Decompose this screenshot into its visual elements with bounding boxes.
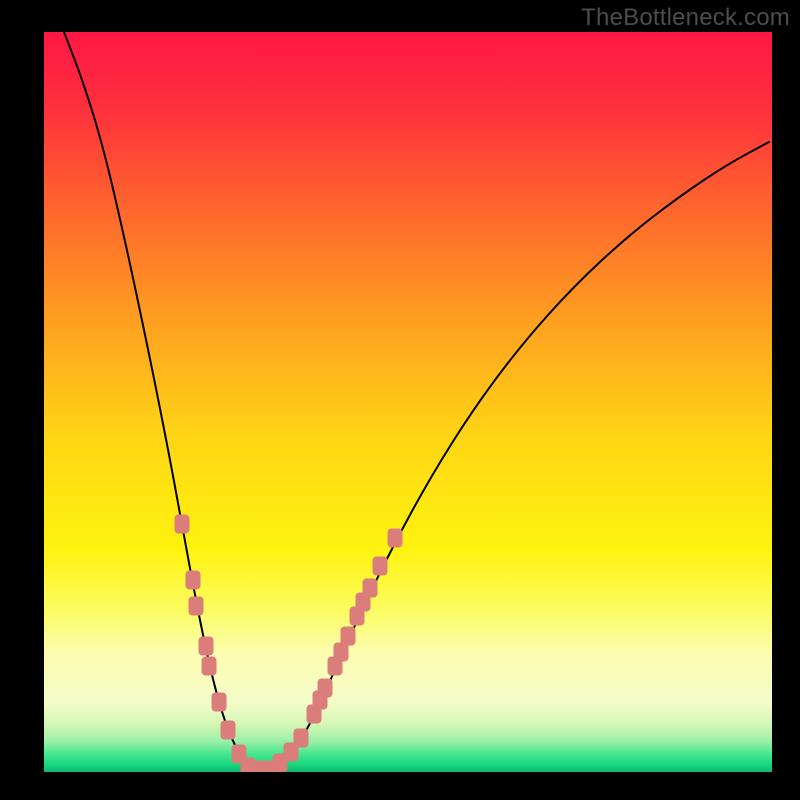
data-marker [175, 515, 190, 534]
data-marker [341, 627, 356, 646]
data-marker [189, 597, 204, 616]
data-marker [363, 579, 378, 598]
plot-svg [44, 32, 772, 772]
data-marker [186, 571, 201, 590]
gradient-background [44, 32, 772, 772]
plot-area [44, 32, 772, 772]
data-marker [373, 557, 388, 576]
chart-container: TheBottleneck.com [0, 0, 800, 800]
data-marker [199, 637, 214, 656]
data-marker [294, 729, 309, 748]
data-marker [212, 693, 227, 712]
data-marker [221, 721, 236, 740]
data-marker [318, 679, 333, 698]
watermark-text: TheBottleneck.com [581, 4, 790, 32]
data-marker [388, 529, 403, 548]
data-marker [202, 657, 217, 676]
